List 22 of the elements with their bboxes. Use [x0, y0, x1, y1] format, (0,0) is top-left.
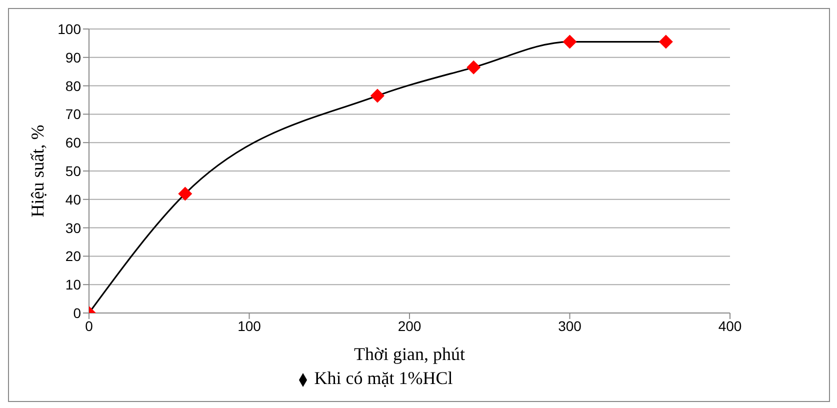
x-axis-title: Thời gian, phút	[354, 344, 466, 364]
y-axis-title: Hiệu suất, %	[27, 124, 48, 218]
x-tick-label: 300	[558, 318, 582, 334]
y-tick-label: 50	[65, 162, 82, 179]
x-tick-label: 200	[398, 318, 422, 334]
legend-label: Khi có mặt 1%HCl	[314, 368, 453, 388]
y-tick-label: 30	[65, 220, 82, 236]
point	[562, 34, 577, 49]
y-tick-label: 100	[58, 20, 82, 37]
point	[466, 60, 481, 74]
point	[658, 34, 673, 49]
y-tick-label: 20	[65, 248, 82, 264]
y-tick-label: 80	[65, 78, 82, 94]
y-tick-label: 10	[65, 276, 82, 293]
y-tick-label: 40	[65, 191, 82, 208]
y-tick-label: 0	[73, 304, 82, 321]
x-tick-label: 0	[85, 318, 94, 334]
y-tick-label: 70	[65, 106, 82, 122]
x-tick-label: 400	[718, 318, 742, 334]
y-tick-label: 60	[65, 134, 82, 151]
y-tick-label: 90	[65, 49, 82, 66]
x-tick-label: 100	[238, 318, 262, 334]
